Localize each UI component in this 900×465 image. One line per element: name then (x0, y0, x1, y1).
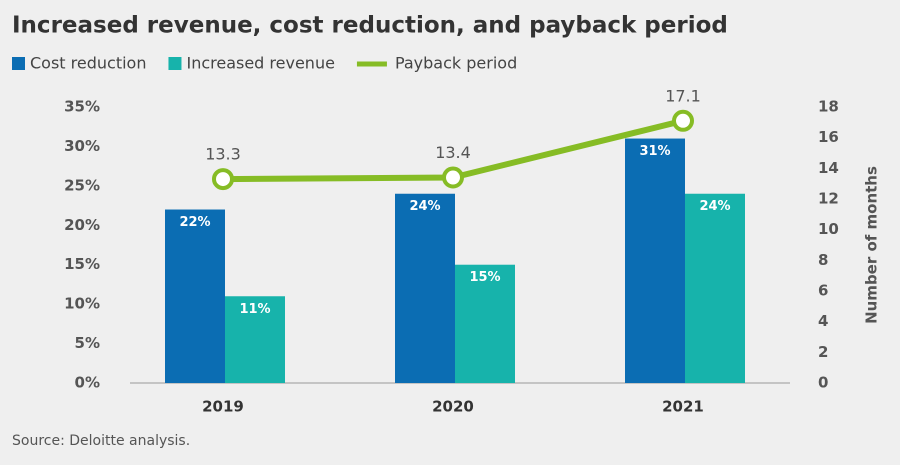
bar (225, 296, 285, 383)
line-marker (442, 166, 464, 189)
y-tick-label: 0% (75, 374, 100, 392)
legend-label: Cost reduction (30, 54, 146, 73)
legend-swatch (12, 57, 25, 70)
bar-value-label: 24% (699, 199, 730, 214)
y2-tick-label: 2 (818, 343, 828, 361)
legend-label: Payback period (395, 54, 517, 73)
legend-label: Increased revenue (186, 54, 334, 73)
y2-tick-label: 6 (818, 282, 828, 300)
x-tick-label: 2020 (432, 398, 474, 416)
line-marker (212, 168, 234, 191)
bar-value-label: 31% (639, 144, 670, 159)
y2-tick-label: 4 (818, 312, 828, 330)
y-tick-label: 30% (64, 137, 100, 155)
bar (165, 209, 225, 383)
line-value-label: 17.1 (665, 86, 701, 105)
y-tick-label: 5% (75, 334, 100, 352)
bar-value-label: 11% (239, 302, 270, 317)
bar-value-label: 15% (469, 270, 500, 285)
line-value-label: 13.4 (435, 143, 471, 162)
chart-title: Increased revenue, cost reduction, and p… (12, 13, 728, 39)
x-tick-label: 2021 (662, 398, 704, 416)
line-marker (672, 109, 694, 132)
bar (685, 193, 745, 383)
bar-value-label: 24% (409, 199, 440, 214)
bar (625, 138, 685, 383)
x-tick-label: 2019 (202, 398, 244, 416)
legend-swatch (168, 57, 182, 70)
y2-tick-label: 12 (818, 190, 839, 208)
bar (455, 264, 515, 383)
y2-tick-label: 8 (818, 251, 828, 269)
y2-tick-label: 16 (818, 128, 839, 146)
source-note: Source: Deloitte analysis. (12, 433, 190, 449)
y2-tick-label: 18 (818, 98, 839, 116)
bar-value-label: 22% (179, 215, 210, 230)
y-tick-label: 20% (64, 216, 100, 234)
y-tick-label: 25% (64, 176, 100, 194)
y-tick-label: 35% (64, 98, 100, 116)
y2-axis-label: Number of months (863, 166, 881, 324)
y2-tick-label: 0 (818, 374, 828, 392)
y-tick-label: 10% (64, 295, 100, 313)
bar (395, 193, 455, 383)
y2-tick-label: 14 (818, 159, 839, 177)
y-tick-label: 15% (64, 255, 100, 273)
line-value-label: 13.3 (205, 145, 241, 164)
y2-tick-label: 10 (818, 220, 839, 238)
